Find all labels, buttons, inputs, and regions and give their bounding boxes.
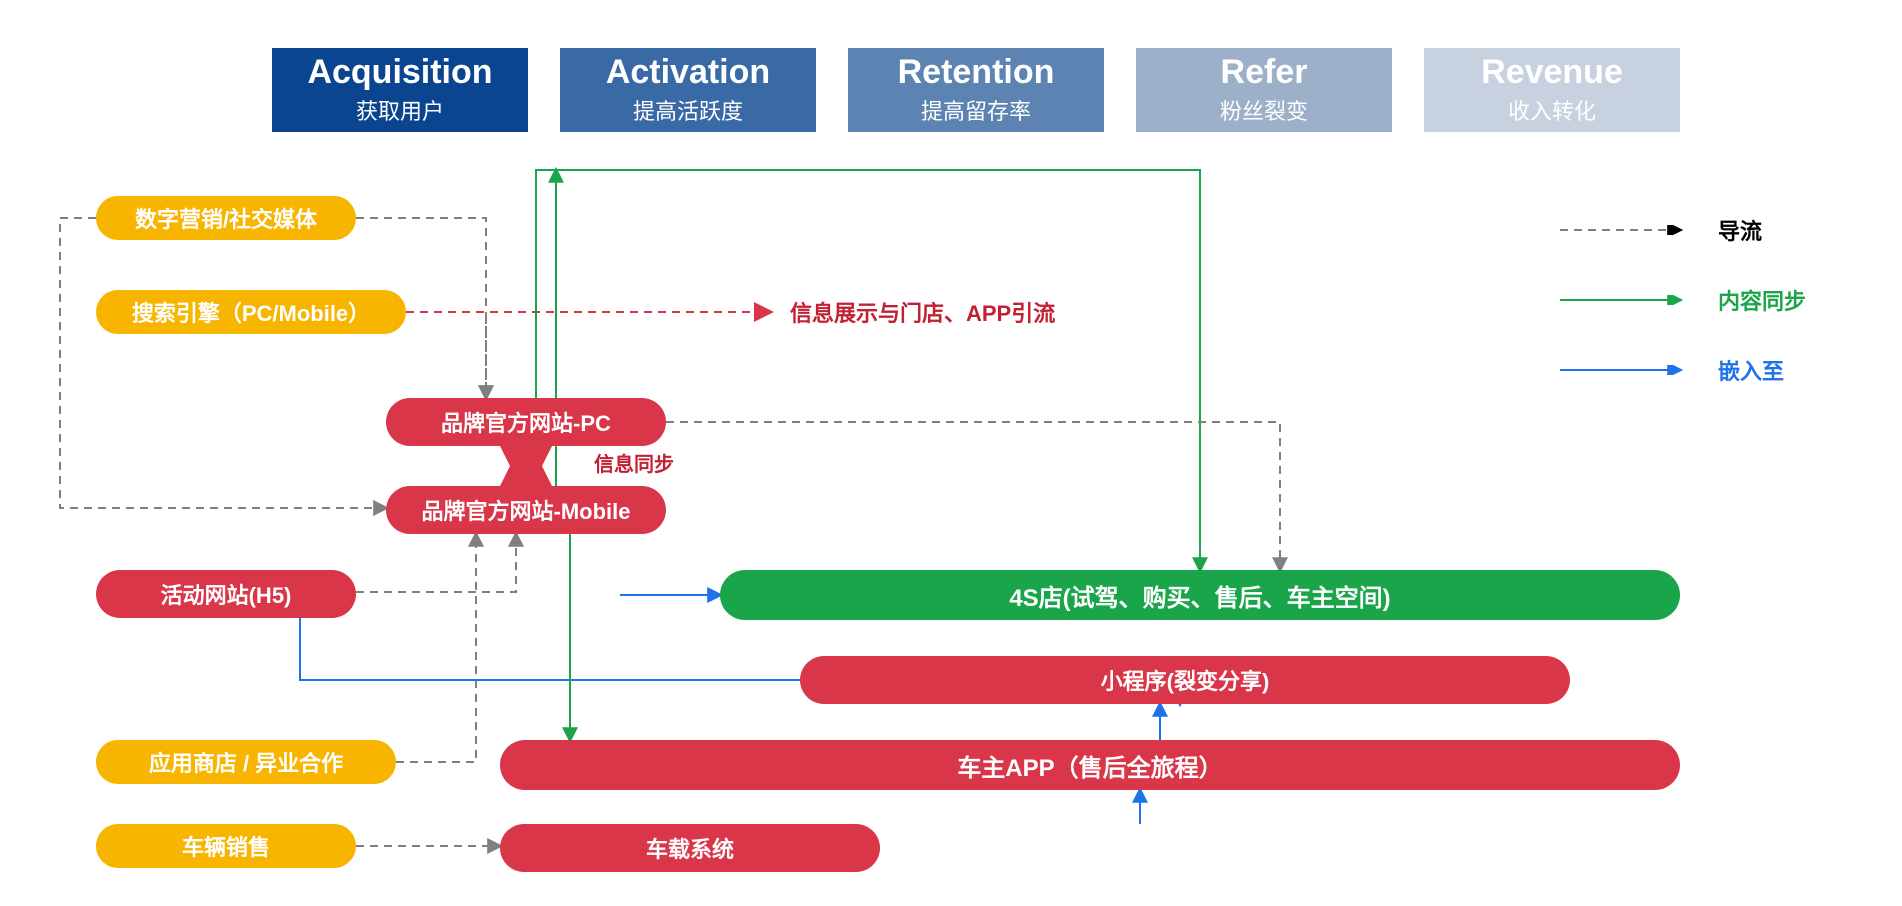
node-app-store: 应用商店 / 异业合作: [96, 740, 396, 784]
node-brand-site-pc: 品牌官方网站-PC: [386, 398, 666, 446]
legend-text: 内容同步: [1718, 284, 1806, 316]
header-retention: Retention 提高留存率: [848, 48, 1104, 132]
connector-c7: [356, 534, 516, 592]
header-en: Revenue: [1481, 54, 1623, 91]
legend-line-icon: [1560, 365, 1700, 375]
node-4s-store: 4S店(试驾、购买、售后、车主空间): [720, 570, 1680, 620]
node-miniprogram: 小程序(裂变分享): [800, 656, 1570, 704]
header-refer: Refer 粉丝裂变: [1136, 48, 1392, 132]
header-en: Retention: [898, 54, 1055, 91]
connector-c15: [666, 422, 1280, 570]
node-search-engine: 搜索引擎（PC/Mobile）: [96, 290, 406, 334]
header-en: Activation: [606, 54, 770, 91]
node-onboard-system: 车载系统: [500, 824, 880, 872]
legend-text: 导流: [1718, 214, 1762, 246]
header-zh: 粉丝裂变: [1220, 94, 1308, 126]
node-digital-marketing: 数字营销/社交媒体: [96, 196, 356, 240]
diagram-canvas: Acquisition 获取用户 Activation 提高活跃度 Retent…: [0, 0, 1902, 906]
header-activation: Activation 提高活跃度: [560, 48, 816, 132]
legend-traffic: 导流: [1560, 214, 1762, 246]
header-acquisition: Acquisition 获取用户: [272, 48, 528, 132]
legend-text: 嵌入至: [1718, 354, 1784, 386]
connector-c6: [60, 218, 386, 508]
header-en: Acquisition: [307, 54, 492, 91]
node-vehicle-sales: 车辆销售: [96, 824, 356, 868]
node-activity-h5: 活动网站(H5): [96, 570, 356, 618]
legend-line-icon: [1560, 295, 1700, 305]
header-zh: 提高活跃度: [633, 94, 743, 126]
header-zh: 获取用户: [356, 94, 444, 126]
node-owner-app: 车主APP（售后全旅程）: [500, 740, 1680, 790]
connector-c2: [406, 312, 486, 398]
legend-embed: 嵌入至: [1560, 354, 1784, 386]
header-zh: 提高留存率: [921, 94, 1031, 126]
label-info-flow: 信息展示与门店、APP引流: [790, 296, 1055, 328]
legend-line-icon: [1560, 225, 1700, 235]
header-en: Refer: [1221, 54, 1308, 91]
legend-sync: 内容同步: [1560, 284, 1806, 316]
header-revenue: Revenue 收入转化: [1424, 48, 1680, 132]
connector-c8: [396, 534, 476, 762]
node-brand-site-mobile: 品牌官方网站-Mobile: [386, 486, 666, 534]
header-zh: 收入转化: [1508, 94, 1596, 126]
label-sync: 信息同步: [594, 448, 674, 477]
